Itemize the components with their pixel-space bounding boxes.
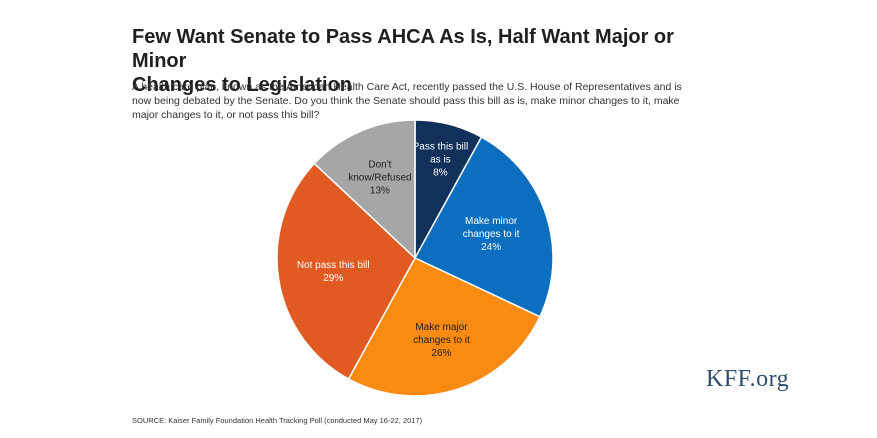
pie-slice-label-line: Pass this bill: [413, 142, 469, 153]
pie-slice-label-line: changes to it: [413, 335, 470, 346]
pie-slice-value-4: 29%: [323, 273, 343, 284]
pie-slice-value-2: 24%: [481, 242, 501, 253]
pie-slice-2: [413, 136, 554, 318]
pie-slice-5: [313, 119, 416, 260]
pie-slice-label-line: Make minor: [465, 216, 518, 227]
pie-slice-label-3: Make major changes to it 26%: [413, 322, 470, 359]
pie-slice-label-line: as is: [430, 155, 451, 166]
pie-slice-label-4: Not pass this bill 29%: [297, 260, 370, 284]
chart-subtitle-line-3: major changes to it, or not pass this bi…: [132, 109, 320, 121]
pie-slice-label-2: Make minor changes to it 24%: [463, 216, 520, 253]
pie-slice-label-line: changes to it: [463, 229, 520, 240]
pie-slice-label-line: Don't: [368, 159, 391, 170]
pie-slice-4: [276, 162, 416, 380]
pie-slice-label-line: know/Refused: [348, 172, 411, 183]
chart-title: Few Want Senate to Pass AHCA As Is, Half…: [132, 25, 732, 97]
pie-slice-label-line: Not pass this bill: [297, 260, 370, 271]
chart-title-line-2: Changes to Legislation: [132, 74, 353, 96]
pie-slice-label-5: Don't know/Refused 13%: [348, 159, 411, 196]
source-note: SOURCE: Kaiser Family Foundation Health …: [132, 416, 423, 425]
chart-title-line-1: Few Want Senate to Pass AHCA As Is, Half…: [132, 26, 674, 72]
chart-subtitle-line-1: A health care plan, known as the America…: [132, 81, 682, 93]
pie-slice-value-1: 8%: [433, 168, 448, 179]
pie-slice-value-5: 13%: [370, 185, 390, 196]
pie-slice-value-3: 26%: [431, 348, 451, 359]
kff-logo: KFF.org: [706, 366, 790, 392]
pie-slice-label-line: Make major: [415, 322, 468, 333]
chart-subtitle: A health care plan, known as the America…: [132, 80, 712, 122]
pie-slice-label-1: Pass this bill as is 8%: [413, 142, 469, 179]
chart-subtitle-line-2: now being debated by the Senate. Do you …: [132, 95, 680, 107]
